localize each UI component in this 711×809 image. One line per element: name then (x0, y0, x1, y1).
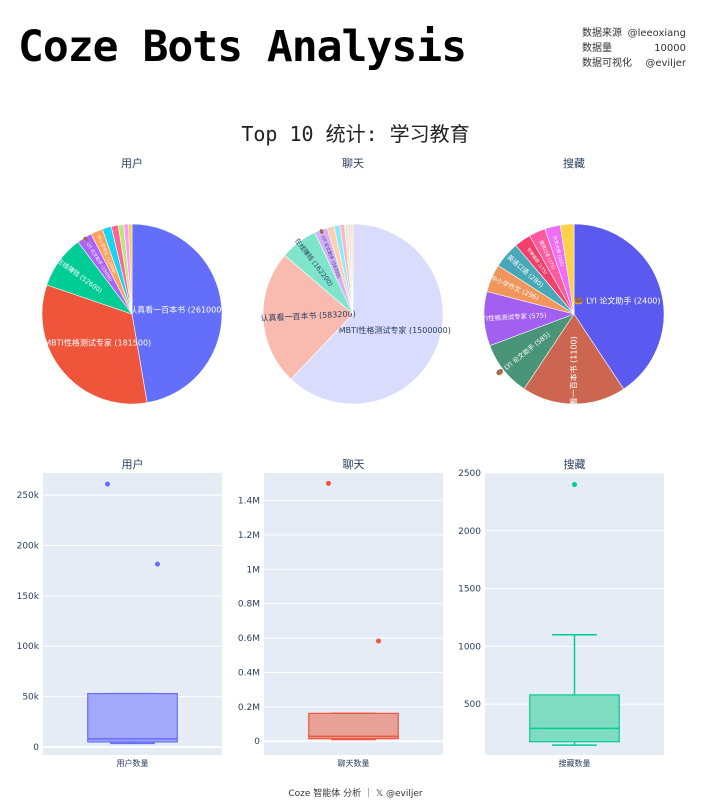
meta-row-viz: 数据可视化 @eviljer (582, 56, 686, 71)
pie-label: 认真看一百本书 (1100) (568, 336, 578, 421)
pie-label: MBTI性格测试专家 (1500000) (339, 325, 451, 335)
outlier-point (155, 561, 160, 567)
pie-label: MBTI性格测试专家 (181500) (44, 338, 151, 348)
pie-label: 认真看一百本书 (583200) (260, 308, 356, 323)
pie-slice (131, 223, 223, 404)
box-iqr (87, 692, 178, 743)
box-iqr (308, 712, 399, 740)
meta-label: 数据来源 (582, 28, 622, 39)
y-tick-label: 1.2M (238, 531, 260, 541)
meta-row-source: 数据来源 @leeoxiang (582, 26, 686, 41)
outlier-point (105, 481, 110, 487)
pie-slice (290, 223, 444, 405)
pie-label: 🍩 LYI 论文助手 (2400) (574, 296, 661, 306)
meta-value: 10000 (654, 43, 686, 54)
pie-slice (128, 223, 133, 315)
pie-label: 认真看一百本书 (261000) (129, 305, 224, 315)
meta-label: 数据量 (582, 43, 612, 54)
meta-value: @eviljer (645, 58, 686, 69)
y-tick-label: 2500 (458, 469, 481, 479)
pie-subtitle: 搜藏 (563, 156, 585, 170)
plot-area (264, 473, 443, 755)
pie-slice (523, 313, 625, 405)
y-tick-label: 200k (17, 542, 40, 552)
y-tick-label: 0 (33, 743, 39, 753)
pie-slice (262, 254, 354, 380)
y-tick-label: 1.4M (238, 497, 260, 507)
y-tick-label: 0.8M (238, 600, 260, 610)
outlier-point (326, 480, 331, 486)
box-title: 聊天 (343, 457, 365, 471)
y-tick-label: 50k (22, 693, 39, 703)
x-axis-label: 聊天数量 (338, 758, 370, 768)
meta-label: 数据可视化 (582, 58, 632, 69)
y-tick-label: 150k (17, 592, 40, 602)
y-tick-label: 1000 (458, 642, 481, 652)
footer: Coze 智能体 分析 ｜ 𝕏 @eviljer (288, 789, 423, 799)
pie-slice (41, 284, 148, 405)
y-tick-label: 0.6M (238, 634, 260, 644)
pie-label: MBTI性格测试专家 (575) (472, 310, 547, 323)
x-axis-label: 搜藏数量 (559, 758, 591, 768)
y-tick-label: 500 (464, 700, 481, 710)
y-tick-label: 250k (17, 491, 40, 501)
outlier-point (376, 638, 381, 644)
pie-chart-1: 认真看一百本书 (261000)MBTI性格测试专家 (181500)在线赚钱 … (41, 223, 224, 405)
y-tick-label: 100k (17, 642, 40, 652)
y-tick-label: 0 (254, 737, 260, 747)
pie-slice (350, 223, 354, 315)
pie-subtitle: 用户 (121, 156, 143, 170)
y-tick-label: 2000 (458, 527, 481, 537)
pie-slice (559, 223, 575, 315)
y-tick-label: 1500 (458, 585, 481, 595)
box-title: 用户 (122, 457, 144, 471)
box-iqr (529, 694, 620, 743)
meta-row-count: 数据量 10000 (582, 41, 686, 56)
y-tick-label: 0.4M (238, 668, 260, 678)
y-tick-label: 0.2M (238, 703, 260, 713)
box-title: 搜藏 (564, 457, 586, 471)
pie-chart-2: MBTI性格测试专家 (1500000)认真看一百本书 (583200)在线赚钱… (260, 223, 451, 405)
chart-main-title: Top 10 统计: 学习教育 (241, 122, 470, 146)
meta-value: @leeoxiang (627, 28, 686, 39)
pie-chart-3: 🍩 LYI 论文助手 (2400)认真看一百本书 (1100)🍩 LYI 论文助… (472, 223, 665, 421)
pie-subtitle: 聊天 (342, 156, 364, 170)
x-axis-label: 用户数量 (117, 758, 149, 768)
y-tick-label: 1M (247, 565, 261, 575)
meta-info: 数据来源 @leeoxiang 数据量 10000 数据可视化 @eviljer (582, 26, 686, 71)
page-title: Coze Bots Analysis (18, 22, 467, 72)
outlier-point (572, 482, 577, 488)
